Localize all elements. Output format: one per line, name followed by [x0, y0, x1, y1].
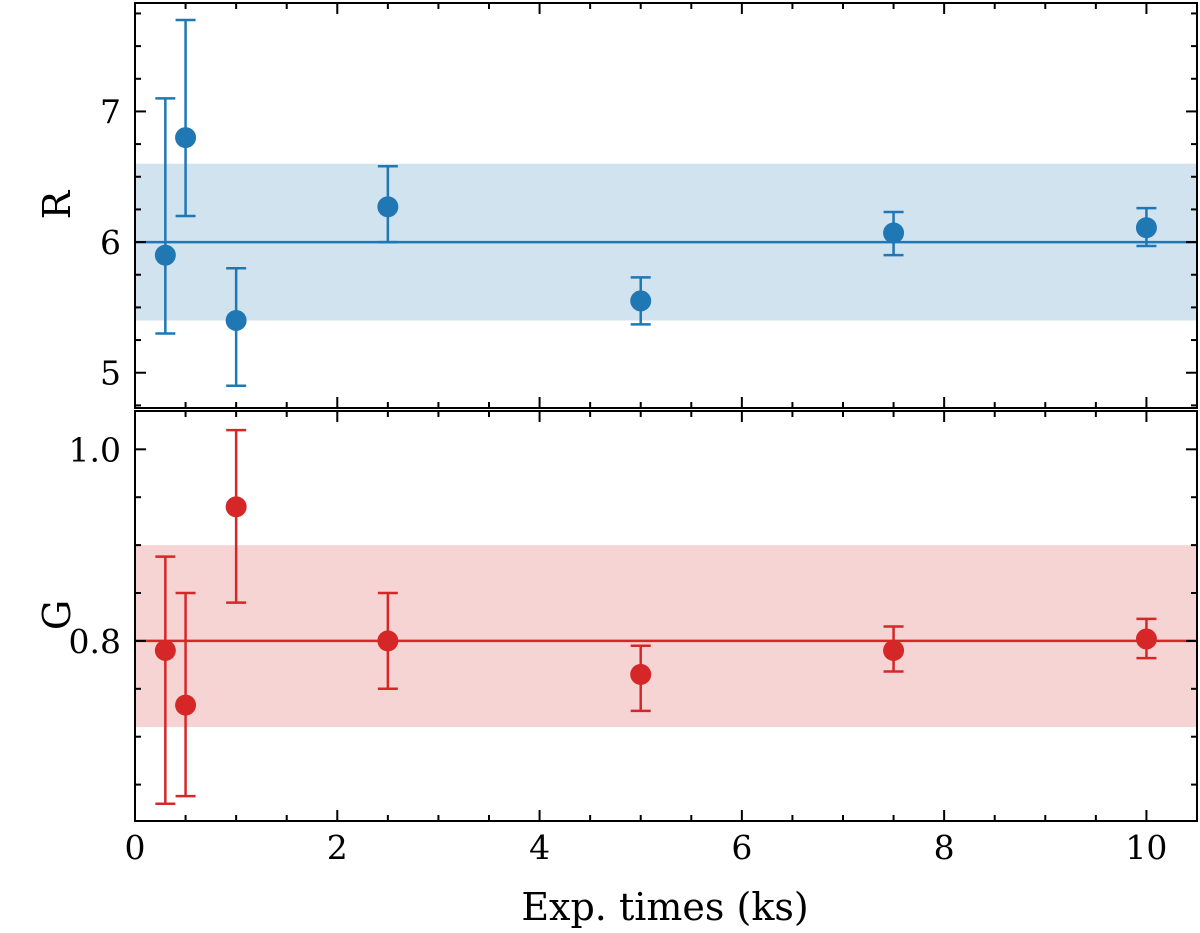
x-tick-label: 2 — [327, 828, 348, 867]
panel-R: 5 6 7 — [100, 2, 1198, 409]
data-point-R-5 — [883, 210, 905, 257]
data-point-G-2 — [225, 428, 247, 604]
frame-G — [134, 410, 1198, 822]
frame-R — [134, 2, 1198, 409]
y-tick-label: 7 — [100, 92, 121, 131]
y-tick-label: 5 — [100, 354, 121, 393]
ylabel-G: G — [35, 600, 79, 630]
data-point-R-0 — [154, 97, 176, 335]
marker — [630, 663, 652, 685]
marker — [175, 694, 197, 716]
data-point-R-6 — [1135, 206, 1157, 248]
data-point-G-6 — [1135, 617, 1157, 660]
xlabel: Exp. times (ks) — [521, 885, 808, 929]
marker — [1135, 628, 1157, 650]
data-point-R-4 — [630, 276, 652, 326]
marker — [630, 290, 652, 312]
marker — [377, 630, 399, 652]
data-point-G-1 — [175, 591, 197, 798]
marker — [377, 196, 399, 218]
data-point-G-4 — [630, 644, 652, 713]
marker — [154, 244, 176, 266]
y-tick-label: 0.8 — [69, 622, 121, 661]
marker — [154, 639, 176, 661]
x-tick-label: 10 — [1125, 828, 1167, 867]
data-point-R-1 — [175, 18, 197, 218]
data-point-G-0 — [154, 555, 176, 806]
marker — [1135, 217, 1157, 239]
marker — [175, 127, 197, 149]
y-tick-label: 6 — [100, 223, 121, 262]
band-G — [135, 545, 1197, 728]
x-tick-label: 6 — [731, 828, 752, 867]
marker — [883, 222, 905, 244]
x-tick-label: 0 — [125, 828, 146, 867]
data-point-G-5 — [883, 625, 905, 673]
ylabel-R: R — [35, 189, 79, 219]
panel-G: 0 2 4 6 8 10 0.8 1.0 — [69, 410, 1198, 867]
y-tick-label: 1.0 — [69, 430, 121, 469]
marker — [225, 496, 247, 518]
x-tick-label: 4 — [529, 828, 550, 867]
data-point-R-2 — [225, 266, 247, 388]
data-point-R-3 — [377, 165, 399, 244]
x-tick-label: 8 — [934, 828, 955, 867]
marker — [225, 309, 247, 331]
data-point-G-3 — [377, 591, 399, 691]
marker — [883, 639, 905, 661]
